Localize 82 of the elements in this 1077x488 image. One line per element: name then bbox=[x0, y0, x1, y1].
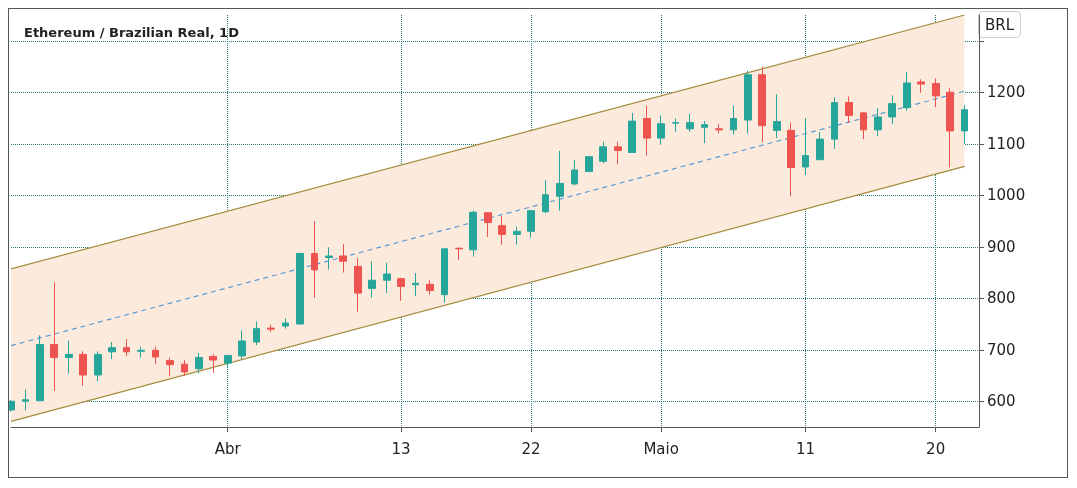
candlestick bbox=[787, 122, 795, 197]
candlestick bbox=[802, 117, 809, 176]
candlestick bbox=[426, 279, 434, 296]
candlestick bbox=[715, 123, 723, 134]
candlestick bbox=[585, 156, 593, 173]
candlestick bbox=[412, 272, 419, 297]
x-tick-label: 11 bbox=[796, 439, 816, 458]
candlestick bbox=[441, 248, 448, 303]
candlestick bbox=[22, 388, 29, 412]
candlestick bbox=[339, 243, 347, 273]
candlestick bbox=[527, 210, 535, 238]
candlestick bbox=[79, 350, 87, 387]
candlestick bbox=[614, 141, 622, 165]
candlestick bbox=[860, 111, 867, 140]
candlestick bbox=[152, 346, 159, 365]
candlestick bbox=[513, 226, 521, 246]
candlestick bbox=[686, 113, 694, 133]
candlestick bbox=[368, 260, 376, 299]
y-tick-label: 800 bbox=[987, 289, 1016, 308]
candlestick bbox=[9, 399, 15, 413]
candlestick bbox=[484, 211, 492, 238]
candlestick bbox=[946, 87, 954, 168]
candlestick bbox=[845, 95, 853, 124]
candlestick bbox=[961, 104, 968, 145]
y-tick-label: 700 bbox=[987, 340, 1016, 359]
candlestick bbox=[397, 277, 405, 302]
candlestick bbox=[730, 105, 737, 135]
candlestick bbox=[831, 96, 838, 150]
candlestick bbox=[744, 70, 752, 134]
y-tick-label: 600 bbox=[987, 392, 1016, 411]
x-tick-label: 13 bbox=[391, 439, 411, 458]
candlestick bbox=[816, 131, 824, 161]
candlestick bbox=[36, 334, 44, 402]
candlestick bbox=[657, 114, 665, 146]
candlestick bbox=[65, 339, 73, 374]
x-tick-label: Abr bbox=[214, 439, 242, 458]
y-tick-label: 900 bbox=[987, 237, 1016, 256]
candlestick bbox=[108, 341, 116, 360]
candlestick bbox=[469, 210, 477, 258]
candlestick bbox=[383, 262, 391, 294]
candlestick bbox=[672, 118, 679, 133]
candlestick bbox=[556, 150, 564, 212]
candlestick bbox=[701, 120, 708, 144]
candlestick bbox=[253, 320, 260, 346]
text: Ethereum / Brazilian Real, 1D bbox=[24, 25, 240, 40]
candlestick bbox=[296, 252, 304, 326]
candlestick bbox=[311, 220, 318, 299]
candlestick bbox=[224, 354, 232, 368]
candlestick bbox=[195, 352, 203, 374]
candlestick bbox=[181, 359, 188, 377]
candlestick bbox=[238, 330, 246, 360]
y-tick-label: 1200 bbox=[987, 83, 1026, 102]
candlestick bbox=[903, 71, 911, 112]
candlestick bbox=[137, 346, 145, 358]
candlestick bbox=[628, 112, 636, 154]
y-tick-label: 1100 bbox=[987, 134, 1026, 153]
x-tick-label: 20 bbox=[926, 439, 946, 458]
candlestick bbox=[874, 107, 882, 137]
candlestick bbox=[354, 257, 362, 313]
y-tick-label: 1000 bbox=[987, 186, 1026, 205]
candlestick bbox=[94, 350, 102, 382]
candlestick bbox=[917, 78, 925, 94]
candlestick bbox=[571, 159, 578, 186]
candlestick bbox=[123, 338, 130, 357]
candlestick bbox=[932, 77, 940, 108]
candlestick bbox=[325, 246, 333, 270]
candlestick bbox=[50, 281, 58, 392]
candlestick bbox=[773, 93, 781, 139]
candlestick bbox=[758, 66, 766, 143]
candlestick bbox=[498, 215, 506, 246]
y-axis-title: BRL bbox=[985, 15, 1015, 34]
x-tick-label: 22 bbox=[521, 439, 541, 458]
candlestick bbox=[209, 353, 217, 374]
candlestick bbox=[166, 356, 174, 378]
candlestick bbox=[599, 141, 607, 164]
candlestick bbox=[455, 246, 463, 261]
candlestick bbox=[282, 317, 289, 330]
candlestick bbox=[888, 94, 896, 125]
candlestick bbox=[643, 105, 651, 157]
candlestick bbox=[542, 179, 549, 214]
candlestick bbox=[267, 324, 275, 333]
x-tick-label: Maio bbox=[643, 439, 679, 458]
